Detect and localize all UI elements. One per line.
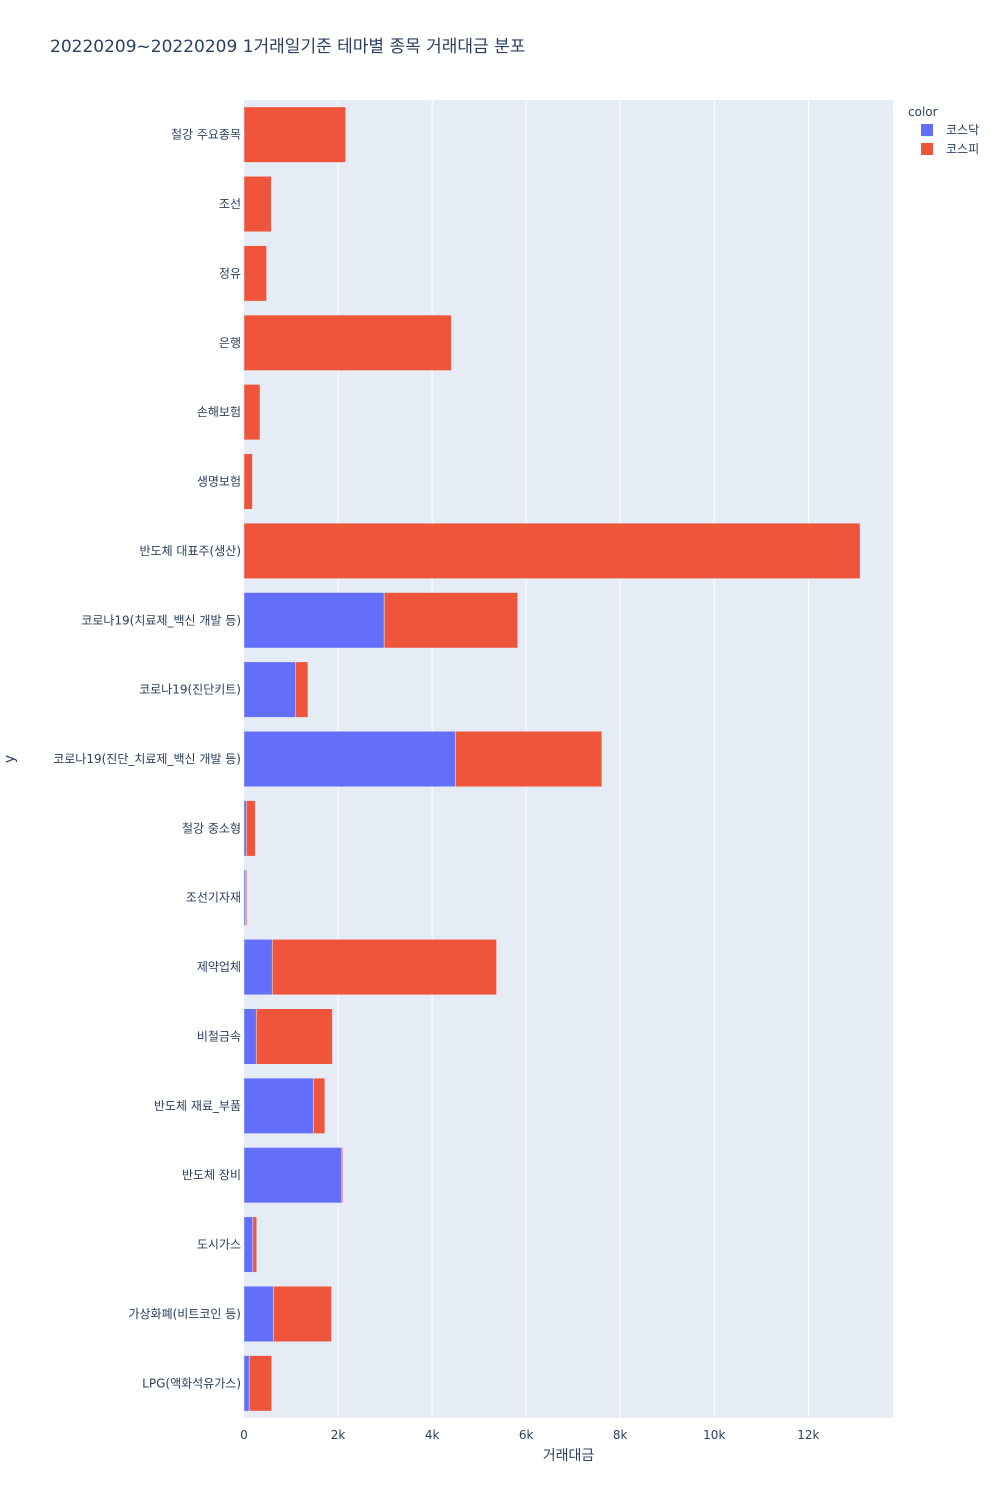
y-tick-label: 코로나19(치료제_백신 개발 등) (81, 613, 241, 627)
y-tick-label: 정유 (219, 266, 241, 280)
bar-segment (455, 731, 603, 787)
y-tick-label: 철강 중소형 (182, 821, 241, 835)
y-tick-label: 은행 (219, 335, 241, 350)
y-tick-label: 도시가스 (197, 1238, 241, 1252)
legend-title: color (908, 105, 938, 119)
x-axis-title: 거래대금 (543, 1448, 595, 1464)
bar-segment (243, 1077, 314, 1134)
bar-segment (341, 1147, 344, 1204)
bar-segment (243, 314, 452, 371)
bar-segment (248, 1355, 272, 1412)
y-tick-label: 코로나19(진단키트) (139, 683, 241, 697)
x-tick-label: 6k (519, 1428, 534, 1442)
x-tick-label: 2k (331, 1428, 346, 1442)
y-tick-label: 손해보험 (197, 405, 241, 419)
bar-segment (243, 245, 267, 302)
y-tick-label: 가상화폐(비트코인 등) (128, 1307, 241, 1321)
bar-segment (243, 1285, 274, 1342)
bar-segment (271, 939, 497, 996)
bar-segment (243, 176, 272, 233)
bar-segment (243, 453, 253, 510)
bars (243, 106, 861, 1412)
y-tick-label: 반도체 장비 (182, 1168, 241, 1182)
y-tick-label: 코로나19(진단_치료제_백신 개발 등) (53, 752, 241, 766)
x-tick-label: 0 (240, 1428, 248, 1442)
y-tick-label: 비철금속 (197, 1029, 241, 1043)
bar-segment (295, 661, 309, 718)
bar-segment (255, 1008, 333, 1065)
x-tick-label: 8k (613, 1428, 628, 1442)
bar-segment (313, 1077, 326, 1134)
y-tick-label: 조선 (219, 197, 241, 211)
y-tick-label: 조선기자재 (186, 891, 241, 905)
bar-segment (245, 869, 248, 926)
y-axis-title: y (2, 755, 18, 763)
y-tick-label: 철강 주요종목 (171, 128, 241, 142)
y-tick-label: 생명보험 (197, 475, 241, 489)
x-tick-label: 4k (425, 1428, 440, 1442)
bar-segment (243, 1216, 254, 1273)
y-tick-label: LPG(액화석유가스) (142, 1376, 241, 1390)
legend-label: 코스닥 (946, 123, 979, 137)
bar-segment (243, 731, 456, 787)
bar-segment (243, 592, 385, 649)
y-tick-label: 반도체 대표주(생산) (140, 544, 242, 558)
bar-segment (243, 1147, 343, 1204)
bar-segment (383, 592, 518, 649)
bar-segment (243, 384, 261, 441)
x-tick-labels: 0 2k 4k 6k 8k 10k 12k (240, 1428, 819, 1442)
y-tick-label: 반도체 재료_부품 (154, 1099, 241, 1113)
bar-segment (243, 661, 296, 718)
y-tick-label: 제약업체 (197, 959, 241, 974)
x-tick-label: 12k (797, 1428, 819, 1442)
bar-segment (273, 1285, 332, 1342)
bar-segment (243, 1355, 250, 1412)
bar-segment (243, 800, 247, 857)
legend-label: 코스피 (946, 142, 979, 156)
bar-segment (246, 800, 256, 857)
x-tick-label: 10k (703, 1428, 725, 1442)
bar-segment (243, 106, 346, 163)
legend-swatch (921, 124, 933, 136)
bar-segment (243, 1008, 257, 1065)
chart-title: 20220209~20220209 1거래일기준 테마별 종목 거래대금 분포 (50, 37, 526, 57)
bar-segment (252, 1216, 257, 1273)
bar-segment (243, 939, 273, 996)
legend-swatch (921, 143, 933, 155)
bar-segment (243, 522, 861, 579)
